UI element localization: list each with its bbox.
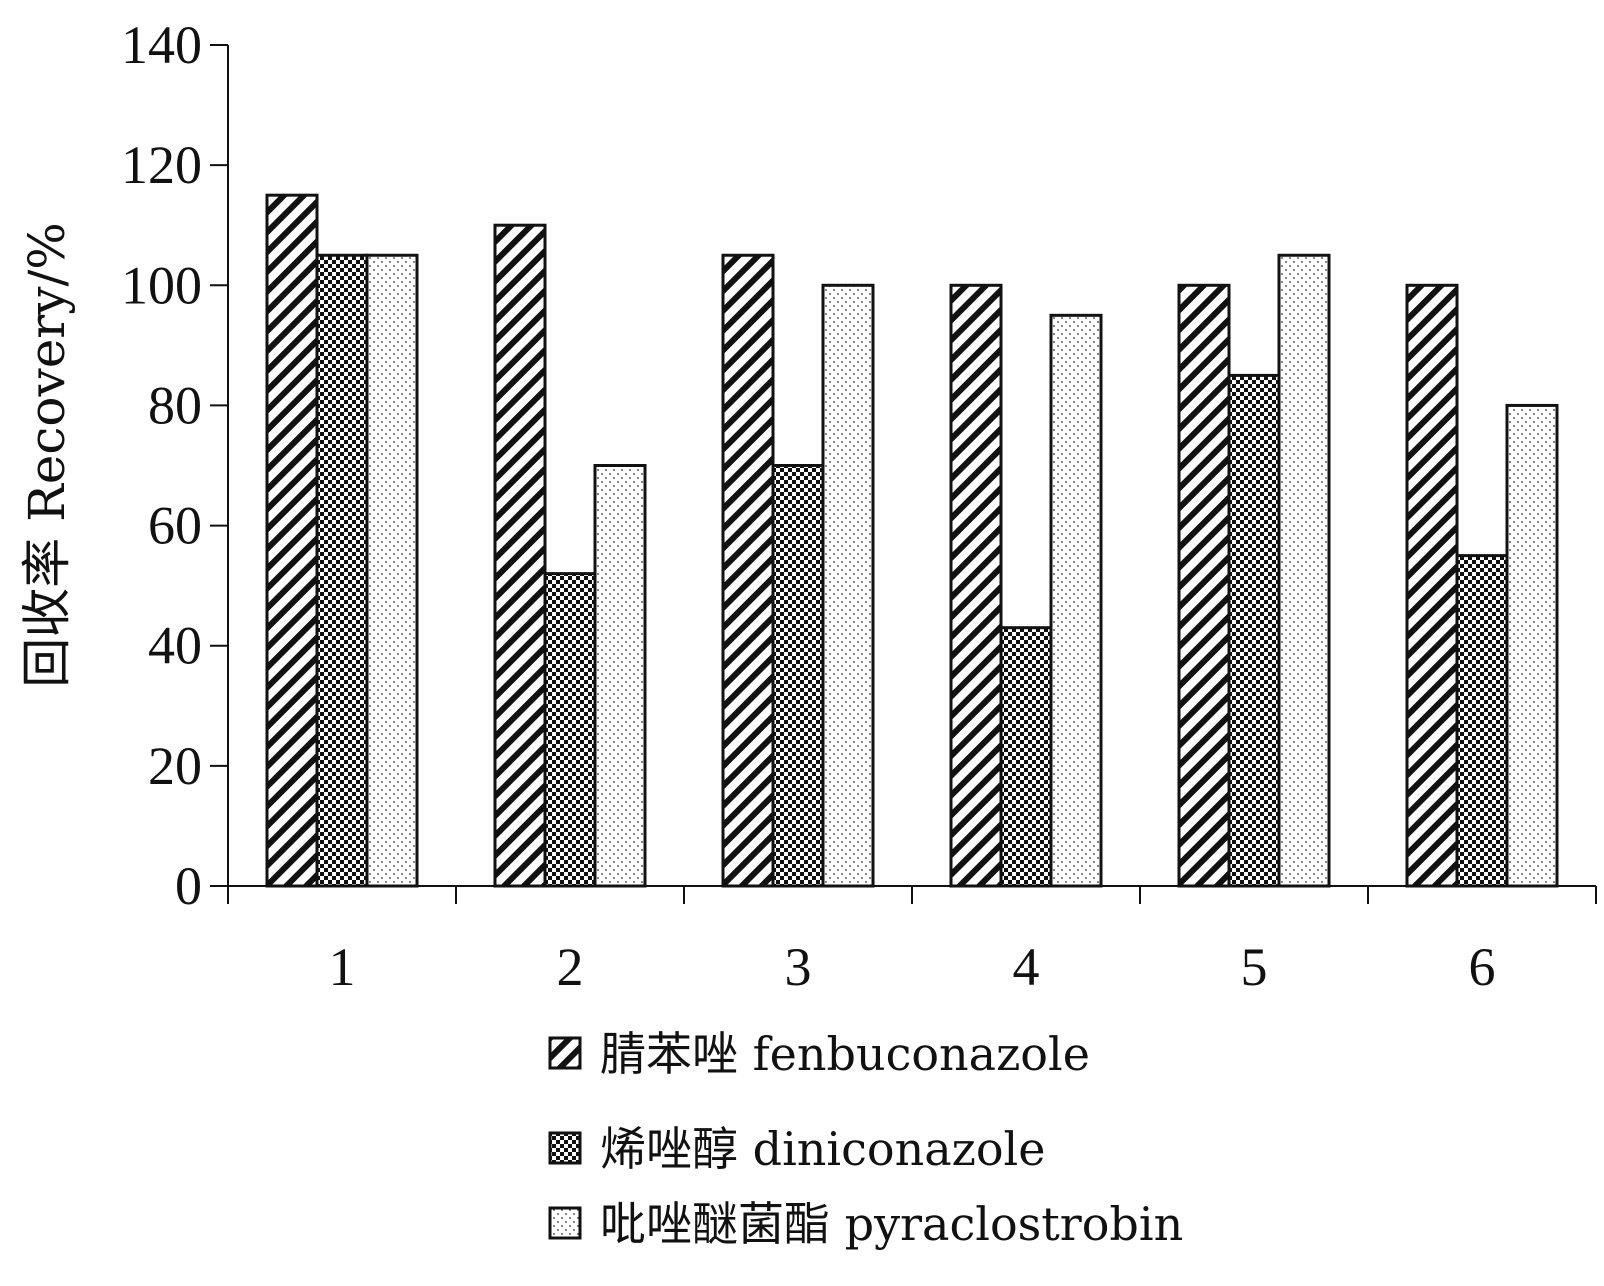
- y-tick-label: 40: [148, 616, 202, 676]
- bar-series-3-cat-6: [1505, 403, 1559, 888]
- y-tick-label: 100: [121, 255, 202, 315]
- bars: [265, 193, 1559, 888]
- y-tick-label: 60: [148, 496, 202, 556]
- bar-series-2-cat-6: [1455, 554, 1509, 888]
- y-tick-label: 120: [121, 135, 202, 195]
- bar-series-1-cat-4: [949, 283, 1003, 888]
- bar-series-3-cat-3: [821, 283, 875, 888]
- bar-series-1-cat-2: [493, 223, 547, 888]
- bar-series-3-cat-2: [593, 464, 647, 888]
- bar-series-2-cat-5: [1227, 373, 1281, 888]
- legend-swatch-3: [548, 1206, 582, 1240]
- bar-series-3-cat-4: [1049, 313, 1103, 888]
- x-axis: 1 2 3 4 5 6: [227, 885, 1597, 997]
- legend-swatch-2: [548, 1131, 582, 1165]
- legend-label-1: 腈苯唑 fenbuconazole: [600, 1027, 1090, 1081]
- legend: 腈苯唑 fenbuconazole 烯唑醇 diniconazole 吡唑醚菌酯 p…: [548, 1027, 1183, 1251]
- bar-series-2-cat-2: [543, 572, 597, 888]
- x-tick-label: 6: [1469, 937, 1496, 997]
- bar-series-1-cat-6: [1405, 283, 1459, 888]
- y-axis: 0 20 40 60 80 100 120 140: [121, 15, 229, 916]
- bar-series-2-cat-1: [315, 253, 369, 888]
- y-tick-label: 80: [148, 375, 202, 435]
- x-tick-label: 4: [1013, 937, 1040, 997]
- y-tick-label: 0: [175, 856, 202, 916]
- bar-series-2-cat-4: [999, 626, 1053, 888]
- bar-series-1-cat-1: [265, 193, 319, 888]
- y-tick-label: 20: [148, 736, 202, 796]
- x-tick-label: 3: [785, 937, 812, 997]
- x-tick-label: 5: [1241, 937, 1268, 997]
- bar-series-1-cat-3: [721, 253, 775, 888]
- x-tick-label: 2: [557, 937, 584, 997]
- bar-series-2-cat-3: [771, 464, 825, 888]
- bar-series-3-cat-5: [1277, 253, 1331, 888]
- legend-label-2: 烯唑醇 diniconazole: [600, 1122, 1046, 1176]
- legend-swatch-1: [548, 1036, 582, 1070]
- x-tick-label: 1: [329, 937, 356, 997]
- y-tick-label: 140: [121, 15, 202, 75]
- bar-series-1-cat-5: [1177, 283, 1231, 888]
- y-axis-title: 回收率 Recovery/%: [18, 222, 76, 688]
- bar-series-3-cat-1: [365, 253, 419, 888]
- legend-label-3: 吡唑醚菌酯 pyraclostrobin: [600, 1197, 1183, 1251]
